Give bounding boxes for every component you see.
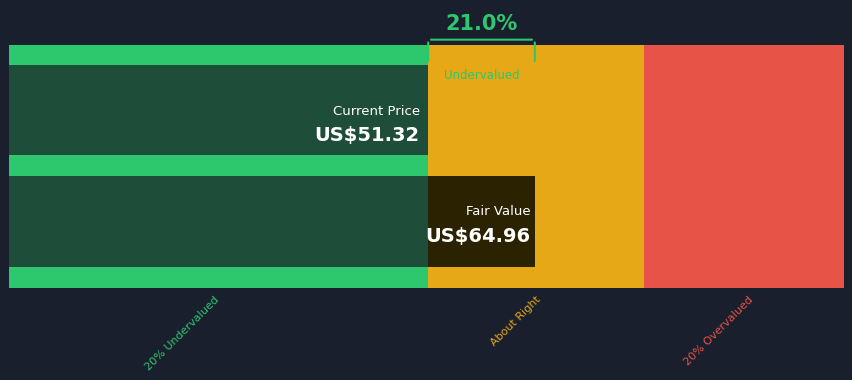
Bar xyxy=(9,65,428,155)
Bar xyxy=(428,176,534,267)
Bar xyxy=(9,45,428,65)
Text: 21.0%: 21.0% xyxy=(445,14,517,34)
Text: Fair Value: Fair Value xyxy=(465,206,530,218)
Bar xyxy=(9,155,428,176)
Text: US$51.32: US$51.32 xyxy=(314,126,419,145)
Bar xyxy=(9,45,428,288)
Text: 20% Overvalued: 20% Overvalued xyxy=(682,295,754,367)
Text: US$64.96: US$64.96 xyxy=(425,227,530,246)
Bar xyxy=(428,45,643,288)
Bar xyxy=(643,45,843,288)
Bar xyxy=(9,267,428,288)
Text: Undervalued: Undervalued xyxy=(443,69,519,82)
Text: About Right: About Right xyxy=(488,295,542,348)
Bar xyxy=(9,176,428,267)
Text: 20% Undervalued: 20% Undervalued xyxy=(143,295,221,372)
Text: Current Price: Current Price xyxy=(332,105,419,117)
